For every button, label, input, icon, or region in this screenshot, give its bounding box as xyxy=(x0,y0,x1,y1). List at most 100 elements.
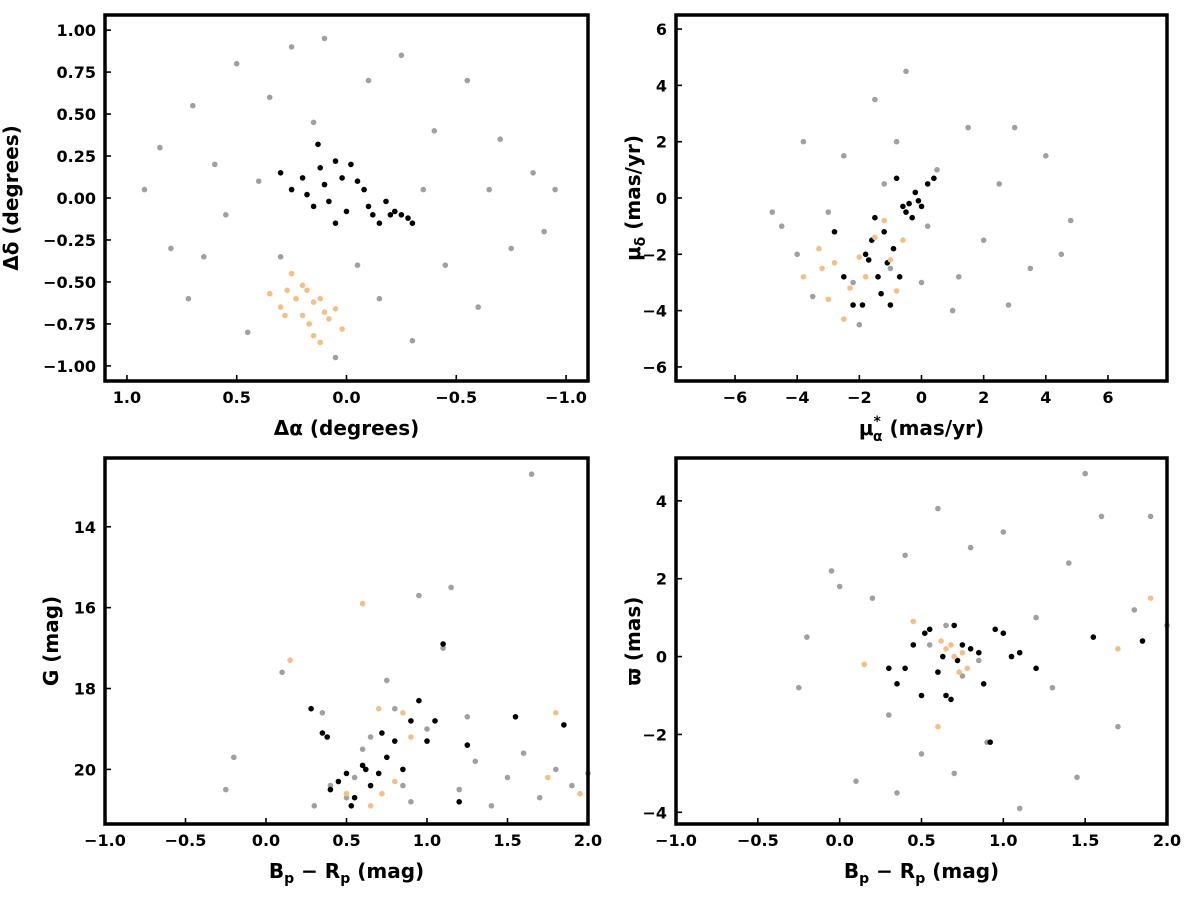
data-point xyxy=(903,209,909,215)
data-point xyxy=(935,723,941,730)
x-tick-label: 6 xyxy=(1102,388,1113,407)
data-point xyxy=(244,329,251,336)
x-tick-label: −0.5 xyxy=(435,388,477,407)
data-point xyxy=(277,170,284,176)
data-point xyxy=(266,290,273,297)
data-point xyxy=(367,803,374,809)
data-point xyxy=(893,175,900,182)
x-tick-label: 1.0 xyxy=(413,831,441,850)
data-point xyxy=(497,136,504,142)
data-point xyxy=(943,646,949,652)
x-tick-label: 1.0 xyxy=(989,831,1017,850)
data-point xyxy=(343,790,350,797)
data-point xyxy=(569,782,575,789)
data-point xyxy=(1016,805,1023,812)
data-point xyxy=(288,44,295,50)
data-point xyxy=(520,750,527,756)
data-point xyxy=(359,762,366,769)
data-point xyxy=(1005,302,1012,308)
data-point xyxy=(900,203,906,210)
data-point xyxy=(902,665,908,672)
data-point xyxy=(1049,684,1056,691)
data-point xyxy=(1008,653,1015,660)
data-point xyxy=(405,215,411,221)
data-point xyxy=(825,296,832,303)
series-members xyxy=(277,141,416,226)
data-point xyxy=(976,649,982,656)
y-tick-label: 4 xyxy=(656,492,667,511)
data-point xyxy=(1016,649,1023,656)
data-point xyxy=(553,766,559,773)
data-point xyxy=(448,584,454,591)
data-point xyxy=(943,692,949,699)
data-point xyxy=(778,223,785,229)
y-tick-label: 4 xyxy=(656,76,667,95)
data-point xyxy=(528,471,535,478)
data-point xyxy=(327,786,334,793)
data-point xyxy=(504,774,511,781)
data-point xyxy=(800,274,807,280)
x-tick-label: 1.0 xyxy=(113,388,141,407)
y-tick-label: −4 xyxy=(642,803,667,822)
data-point xyxy=(488,803,495,809)
data-point xyxy=(935,505,941,512)
data-point xyxy=(809,293,816,300)
data-point xyxy=(828,568,835,574)
data-point xyxy=(409,220,416,226)
y-tick-label: 0 xyxy=(656,189,667,208)
data-point xyxy=(379,790,385,797)
data-point xyxy=(956,274,962,280)
data-point xyxy=(1033,614,1039,621)
data-point xyxy=(894,681,900,687)
data-point xyxy=(769,209,776,215)
data-point xyxy=(796,684,802,691)
data-point xyxy=(1058,251,1065,258)
data-point xyxy=(293,295,299,302)
y-tick-label: 14 xyxy=(74,518,96,537)
data-point xyxy=(872,96,878,103)
x-axis-label: μ* α (mas/yr) xyxy=(859,414,984,445)
data-point xyxy=(887,265,894,272)
x-tick-label: 0.0 xyxy=(252,831,280,850)
data-point xyxy=(577,790,583,797)
y-tick-label: 16 xyxy=(74,599,96,618)
x-axis-label: Δα (degrees) xyxy=(274,416,420,440)
data-point xyxy=(348,161,354,168)
chart-proper-motion: −6 −4 −2 0 2 4 6 6 4 2 0 −2 −4 −6 μ* α (mas/yr) μδ (mas/… xyxy=(621,13,1169,445)
x-tick-label: 1.5 xyxy=(1071,831,1099,850)
data-point xyxy=(872,214,878,221)
data-point xyxy=(299,175,306,181)
data-point xyxy=(321,181,328,188)
data-point xyxy=(910,642,917,648)
data-point xyxy=(392,738,398,744)
data-point xyxy=(335,778,342,785)
data-point xyxy=(938,638,944,644)
data-point xyxy=(376,295,383,302)
data-point xyxy=(306,321,313,327)
data-point xyxy=(351,774,358,781)
data-point xyxy=(304,191,310,198)
data-point xyxy=(1067,217,1074,224)
plot-frame xyxy=(674,456,1169,826)
y-tick-label: 0.00 xyxy=(57,189,96,208)
data-point xyxy=(277,304,284,310)
data-point xyxy=(365,203,372,210)
data-point xyxy=(951,622,957,629)
data-point xyxy=(354,262,361,269)
data-point xyxy=(392,778,398,785)
data-point xyxy=(456,786,463,793)
data-point xyxy=(862,251,869,258)
data-point xyxy=(400,782,406,789)
data-point xyxy=(424,738,430,744)
data-point xyxy=(288,186,295,193)
y-tick-label: −0.75 xyxy=(43,315,96,334)
y-axis-label: G (mag) xyxy=(39,596,63,686)
data-point xyxy=(959,673,966,679)
data-point xyxy=(392,705,398,712)
data-point xyxy=(903,68,909,75)
data-point xyxy=(918,692,925,699)
data-point xyxy=(976,657,982,664)
y-tick-label: −2 xyxy=(642,245,667,264)
y-tick-label: 2 xyxy=(656,133,667,152)
data-point xyxy=(343,794,350,801)
